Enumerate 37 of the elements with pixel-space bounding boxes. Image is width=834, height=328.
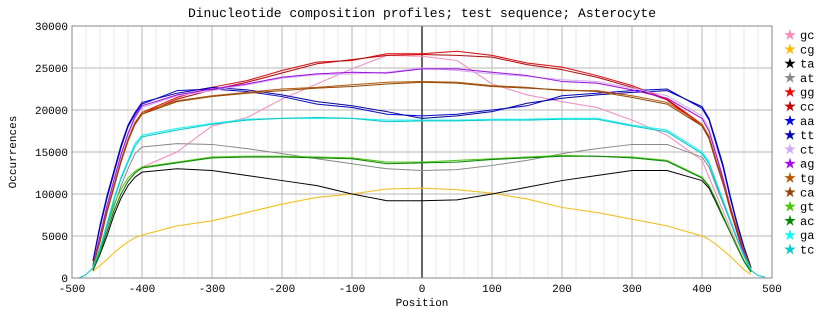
x-tick-label: -400 [128, 284, 156, 296]
y-tick-label: 15000 [34, 148, 68, 160]
y-tick-label: 20000 [34, 106, 68, 118]
legend-label: tt [800, 129, 814, 144]
x-tick-label: 300 [622, 284, 642, 296]
y-tick-label: 0 [61, 274, 68, 286]
legend-label: ac [800, 214, 814, 229]
x-tick-label: 500 [762, 284, 782, 296]
y-tick-label: 25000 [34, 64, 68, 76]
legend-label: cc [800, 100, 814, 114]
x-tick-label: 200 [552, 284, 572, 296]
x-tick-label: -500 [58, 284, 86, 296]
legend-label: ga [800, 229, 814, 244]
legend-label: ag [800, 158, 814, 172]
legend-label: gt [800, 200, 814, 215]
x-axis-title: Position [396, 298, 448, 310]
legend-label: tc [800, 244, 814, 258]
x-tick-label: 400 [692, 284, 712, 296]
y-tick-label: 5000 [42, 232, 68, 244]
y-axis-title: Occurrences [8, 116, 20, 188]
legend-label: cg [800, 43, 814, 58]
chart-title: Dinucleotide composition profiles; test sequence; Asterocyte [188, 6, 656, 21]
legend-label: ct [800, 143, 814, 158]
legend-label: tg [800, 172, 814, 186]
legend-label: ta [800, 58, 814, 72]
x-tick-label: -300 [198, 284, 226, 296]
x-tick-label: 100 [482, 284, 502, 296]
legend-label: at [800, 72, 814, 86]
y-tick-label: 30000 [34, 22, 68, 34]
legend-label: aa [800, 114, 814, 129]
x-tick-label: 0 [418, 284, 426, 296]
x-tick-label: -200 [268, 284, 296, 296]
legend-label: ca [800, 186, 814, 200]
y-tick-label: 10000 [34, 190, 68, 202]
legend-label: gg [800, 86, 814, 100]
legend-label: gc [800, 29, 814, 43]
x-tick-label: -100 [338, 284, 366, 296]
